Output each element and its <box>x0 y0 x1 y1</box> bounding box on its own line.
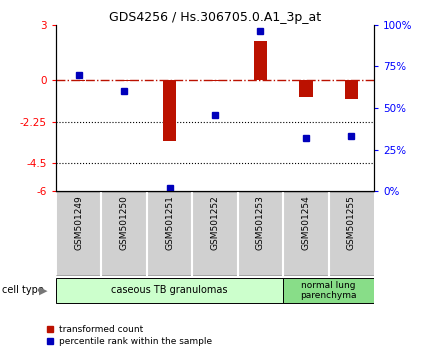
Text: GSM501252: GSM501252 <box>211 195 219 250</box>
Bar <box>72 80 86 81</box>
Bar <box>283 278 374 303</box>
Bar <box>329 191 374 276</box>
Text: ▶: ▶ <box>39 285 47 295</box>
Text: GSM501250: GSM501250 <box>120 195 129 250</box>
Bar <box>208 80 222 81</box>
Text: GSM501249: GSM501249 <box>74 195 83 250</box>
Text: caseous TB granulomas: caseous TB granulomas <box>111 285 228 295</box>
Text: GSM501251: GSM501251 <box>165 195 174 250</box>
Text: normal lung
parenchyma: normal lung parenchyma <box>301 281 357 300</box>
Legend: transformed count, percentile rank within the sample: transformed count, percentile rank withi… <box>43 321 215 349</box>
Bar <box>56 278 283 303</box>
Bar <box>238 191 283 276</box>
Text: GSM501254: GSM501254 <box>301 195 310 250</box>
Bar <box>344 80 358 99</box>
Bar <box>283 191 329 276</box>
Bar <box>147 191 192 276</box>
Bar <box>163 80 176 141</box>
Bar <box>254 41 267 80</box>
Text: GSM501253: GSM501253 <box>256 195 265 250</box>
Bar <box>56 191 101 276</box>
Bar <box>192 191 238 276</box>
Bar <box>299 80 313 97</box>
Bar <box>101 191 147 276</box>
Bar <box>117 80 131 81</box>
Text: GSM501255: GSM501255 <box>347 195 356 250</box>
Text: cell type: cell type <box>2 285 44 295</box>
Title: GDS4256 / Hs.306705.0.A1_3p_at: GDS4256 / Hs.306705.0.A1_3p_at <box>109 11 321 24</box>
